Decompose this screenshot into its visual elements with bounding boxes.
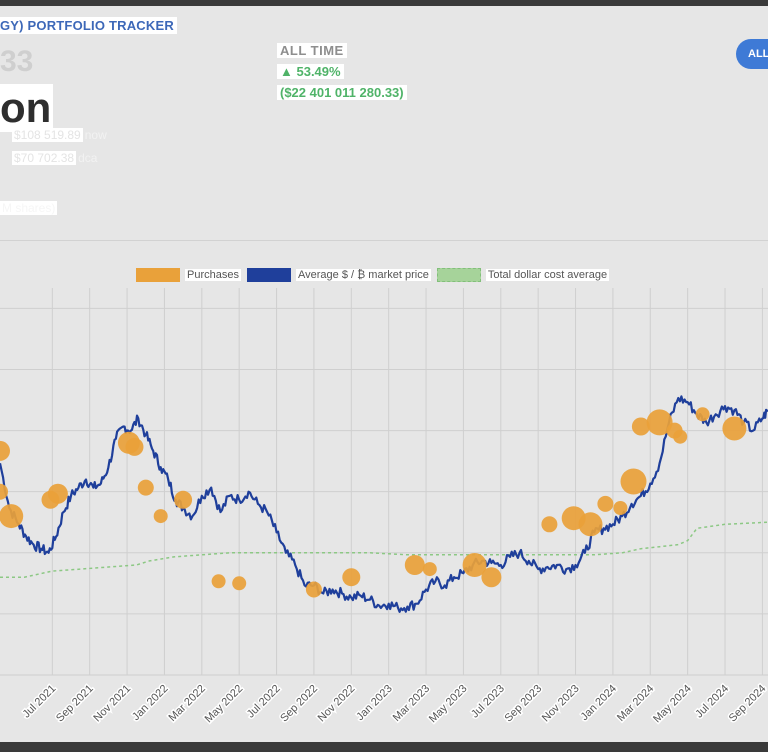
dca-label: dca xyxy=(78,151,98,165)
page-title: GY) PORTFOLIO TRACKER xyxy=(0,17,177,34)
shares-count: M shares) xyxy=(0,201,58,215)
purchase-point xyxy=(481,567,502,588)
x-tick-label-text: Mar 2022 xyxy=(167,683,208,724)
x-tick-label-text: Jan 2024 xyxy=(579,683,619,723)
purchase-point xyxy=(646,409,673,436)
purchase-point xyxy=(137,479,154,496)
legend-price[interactable]: Average $ / ₿ market price xyxy=(246,268,431,282)
all-time-amount: ($22 401 011 280.33) xyxy=(277,85,407,100)
dca-value: $70 702.38 xyxy=(12,151,77,165)
x-tick-label-text: Sep 2021 xyxy=(54,683,96,725)
purchase-point xyxy=(47,483,68,504)
x-tick-label-text: Jul 2023 xyxy=(469,683,507,721)
x-tick-label-text: May 2023 xyxy=(427,683,470,726)
legend-dca-swatch xyxy=(436,268,481,282)
x-tick-label-text: Jul 2024 xyxy=(693,683,731,721)
legend-purchases-swatch xyxy=(136,268,180,282)
purchase-point xyxy=(541,516,558,533)
portfolio-value-fragment: 33 xyxy=(0,45,34,78)
x-tick-label-text: Sep 2022 xyxy=(278,683,320,725)
purchase-point xyxy=(125,437,144,456)
purchase-point xyxy=(404,555,425,575)
portfolio-value-word: on xyxy=(0,84,54,132)
purchase-point xyxy=(462,553,487,577)
purchase-point xyxy=(0,440,10,461)
x-tick-label-text: Mar 2023 xyxy=(391,683,432,724)
price-now-label: now xyxy=(84,128,107,142)
portfolio-panel: GY) PORTFOLIO TRACKER 33 on $108 519.89 n… xyxy=(0,6,768,742)
x-tick-label-text: Jul 2022 xyxy=(245,683,283,721)
purchase-point xyxy=(342,568,361,587)
purchase-point xyxy=(174,490,193,509)
purchase-point xyxy=(620,468,647,495)
purchase-point xyxy=(153,509,168,524)
purchase-point xyxy=(673,429,688,444)
range-all-button[interactable]: ALL xyxy=(736,39,768,69)
price-now-row: $108 519.89 now xyxy=(12,128,107,142)
all-time-block: ALL TIME ▲ 53.49% ($22 401 011 280.33) xyxy=(277,42,407,102)
purchase-point xyxy=(0,504,24,529)
x-tick-label-text: Nov 2023 xyxy=(540,683,582,725)
purchase-point xyxy=(597,495,614,512)
all-time-percent: ▲ 53.49% xyxy=(277,64,344,79)
legend-price-swatch xyxy=(246,268,291,282)
x-tick-label-text: Jul 2021 xyxy=(21,683,59,721)
legend-dca[interactable]: Total dollar cost average xyxy=(436,268,610,282)
purchase-point xyxy=(695,407,710,422)
x-tick-label-text: Jan 2023 xyxy=(354,683,394,723)
purchase-point xyxy=(613,501,628,515)
x-tick-label-text: Mar 2024 xyxy=(615,683,656,724)
purchase-point xyxy=(631,417,650,436)
x-tick-label-text: Sep 2024 xyxy=(727,683,768,725)
purchase-point xyxy=(305,581,322,598)
purchase-point xyxy=(722,416,747,441)
all-time-label: ALL TIME xyxy=(277,43,347,58)
purchase-point xyxy=(211,574,226,589)
purchase-point xyxy=(232,576,247,591)
price-now-value: $108 519.89 xyxy=(12,128,83,142)
x-tick-label-text: Jan 2022 xyxy=(130,683,170,723)
x-tick-label-text: Nov 2022 xyxy=(316,683,358,725)
purchase-point xyxy=(578,512,603,537)
x-tick-label-text: Sep 2023 xyxy=(502,683,544,725)
purchase-point xyxy=(0,483,8,500)
legend-purchases[interactable]: Purchases xyxy=(136,268,241,282)
dca-line xyxy=(0,521,768,578)
x-tick-label-text: May 2022 xyxy=(203,683,246,726)
x-tick-label-text: Nov 2021 xyxy=(91,683,133,725)
chart-legend: Purchases Average $ / ₿ market price Tot… xyxy=(136,268,615,282)
header-divider xyxy=(0,240,768,241)
legend-purchases-label: Purchases xyxy=(185,269,241,281)
x-tick-label-text: May 2024 xyxy=(651,683,694,726)
legend-price-label: Average $ / ₿ market price xyxy=(295,269,431,281)
purchase-point xyxy=(422,562,437,577)
dca-row: $70 702.38 dca xyxy=(12,151,97,165)
price-line xyxy=(0,395,768,613)
legend-dca-label: Total dollar cost average xyxy=(485,269,610,281)
